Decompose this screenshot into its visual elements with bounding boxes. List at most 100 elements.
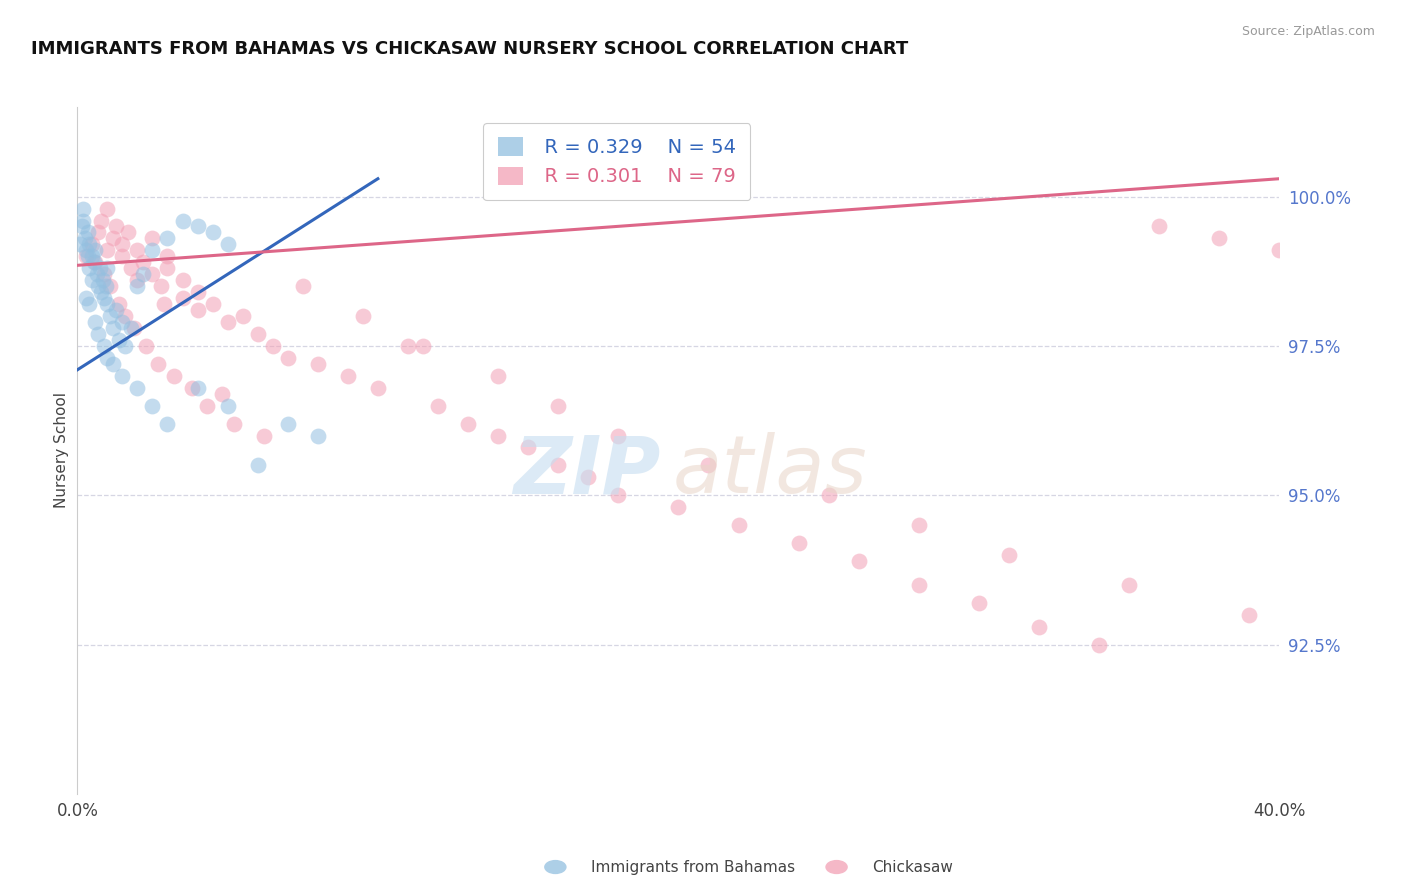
Text: atlas: atlas: [672, 432, 868, 510]
Point: [117, 226, 139, 240]
Point: [576, 470, 599, 484]
Point: [93, 339, 115, 353]
Point: [82, 237, 104, 252]
Point: [201, 226, 224, 240]
Point: [79, 237, 101, 252]
Point: [162, 368, 184, 383]
Point: [127, 244, 149, 258]
Point: [114, 309, 136, 323]
Text: ZIP: ZIP: [513, 432, 661, 510]
Point: [172, 273, 194, 287]
Y-axis label: Nursery School: Nursery School: [53, 392, 69, 508]
Point: [217, 315, 239, 329]
Point: [127, 381, 149, 395]
Point: [90, 285, 112, 300]
Point: [211, 386, 233, 401]
Point: [79, 261, 101, 276]
Point: [253, 428, 276, 442]
Point: [127, 273, 149, 287]
Point: [336, 368, 359, 383]
Point: [100, 279, 122, 293]
Point: [246, 458, 269, 473]
Point: [72, 202, 94, 216]
Point: [91, 273, 114, 287]
Point: [277, 351, 299, 365]
Point: [998, 548, 1021, 562]
Point: [90, 213, 112, 227]
Point: [87, 326, 110, 341]
Point: [172, 213, 194, 227]
Point: [89, 261, 111, 276]
Text: Immigrants from Bahamas: Immigrants from Bahamas: [591, 860, 794, 874]
Point: [96, 244, 118, 258]
Point: [141, 231, 163, 245]
Point: [457, 417, 479, 431]
Point: [105, 219, 128, 234]
Point: [547, 399, 569, 413]
Point: [76, 249, 98, 263]
Point: [82, 249, 104, 263]
Point: [547, 458, 569, 473]
Point: [217, 399, 239, 413]
Point: [787, 536, 810, 550]
Point: [120, 321, 142, 335]
Point: [132, 255, 155, 269]
Point: [96, 261, 118, 276]
Point: [1088, 638, 1111, 652]
Point: [94, 279, 117, 293]
Point: [232, 309, 254, 323]
Point: [111, 315, 134, 329]
Point: [111, 249, 134, 263]
Point: [156, 231, 179, 245]
Point: [114, 339, 136, 353]
Text: IMMIGRANTS FROM BAHAMAS VS CHICKASAW NURSERY SCHOOL CORRELATION CHART: IMMIGRANTS FROM BAHAMAS VS CHICKASAW NUR…: [31, 40, 908, 58]
Point: [75, 249, 97, 263]
Point: [150, 279, 173, 293]
Point: [186, 219, 209, 234]
Point: [108, 297, 131, 311]
Point: [277, 417, 299, 431]
Point: [93, 267, 115, 281]
Point: [367, 381, 389, 395]
Point: [86, 267, 108, 281]
Point: [848, 554, 870, 568]
Point: [124, 321, 146, 335]
Point: [96, 351, 118, 365]
Point: [156, 261, 179, 276]
Point: [412, 339, 434, 353]
Point: [817, 488, 839, 502]
Point: [195, 399, 218, 413]
Point: [141, 399, 163, 413]
Point: [108, 333, 131, 347]
Point: [307, 357, 329, 371]
Point: [607, 488, 630, 502]
Point: [103, 357, 125, 371]
Point: [727, 518, 749, 533]
Point: [103, 231, 125, 245]
Point: [172, 291, 194, 305]
Point: [186, 303, 209, 318]
Point: [72, 213, 94, 227]
Point: [82, 273, 104, 287]
Point: [103, 321, 125, 335]
Point: [486, 428, 509, 442]
Point: [156, 249, 179, 263]
Point: [100, 309, 122, 323]
Point: [396, 339, 419, 353]
Point: [84, 255, 107, 269]
Point: [201, 297, 224, 311]
Point: [668, 500, 690, 515]
Point: [607, 428, 630, 442]
Point: [262, 339, 284, 353]
Point: [84, 244, 107, 258]
Point: [427, 399, 450, 413]
Point: [69, 237, 91, 252]
Point: [697, 458, 720, 473]
Point: [70, 219, 93, 234]
Point: [222, 417, 245, 431]
Point: [111, 368, 134, 383]
Point: [486, 368, 509, 383]
Point: [908, 518, 931, 533]
Point: [1149, 219, 1171, 234]
Point: [84, 315, 107, 329]
